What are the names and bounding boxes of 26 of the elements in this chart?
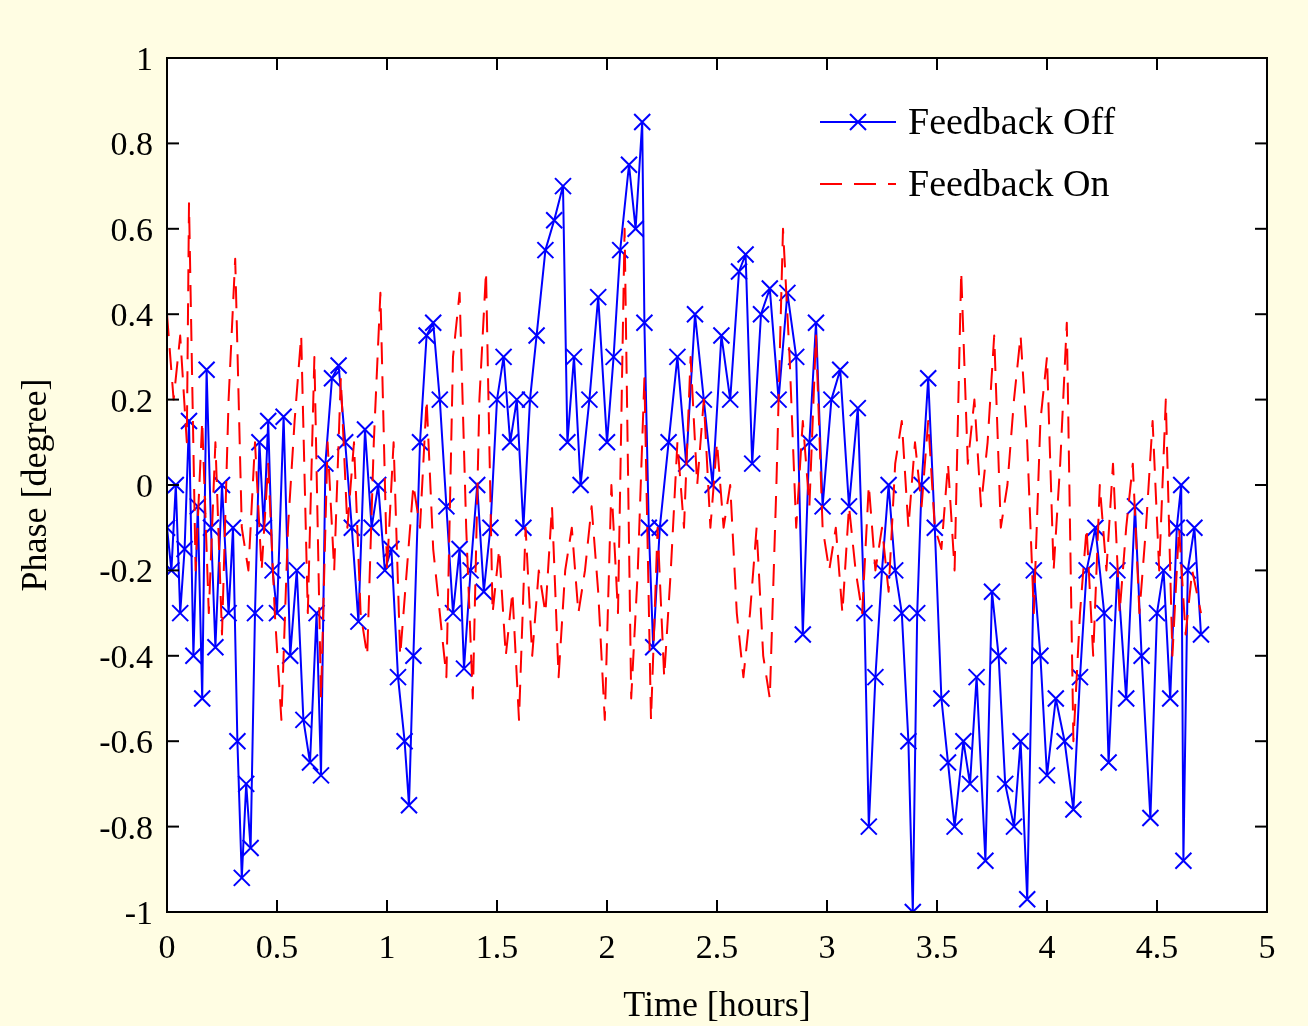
legend-label: Feedback On: [908, 162, 1110, 204]
x-tick-label: 4: [1038, 928, 1056, 965]
y-tick-label: 0.2: [110, 381, 153, 419]
x-tick-label: 2: [598, 928, 616, 965]
x-tick-label: 1: [378, 928, 396, 965]
x-tick-label: 1.5: [475, 928, 519, 965]
line-series: [167, 202, 1202, 743]
x-tick-label: 3.5: [915, 928, 959, 965]
x-tick-label: 4.5: [1135, 928, 1179, 965]
y-tick-label: 0: [136, 467, 153, 504]
y-tick-label: 0.4: [110, 296, 153, 334]
x-tick-label: 0.5: [255, 928, 299, 965]
x-axis-title: Time [hours]: [623, 984, 811, 1024]
y-tick-label: -0.4: [99, 637, 153, 675]
y-tick-label: 0.6: [110, 210, 153, 248]
x-tick-label: 5: [1258, 928, 1276, 965]
y-tick-label: 1: [136, 40, 153, 77]
y-tick-label: -1: [124, 894, 153, 931]
y-tick-label: 0.8: [110, 125, 153, 163]
y-axis-title: Phase [degree]: [14, 378, 54, 592]
x-tick-label: 3: [818, 928, 836, 965]
y-tick-label: -0.2: [99, 552, 153, 590]
y-tick-label: -0.8: [99, 808, 153, 846]
legend-label: Feedback Off: [908, 100, 1116, 142]
x-tick-label: 2.5: [695, 928, 739, 965]
y-tick-label: -0.6: [99, 723, 153, 761]
